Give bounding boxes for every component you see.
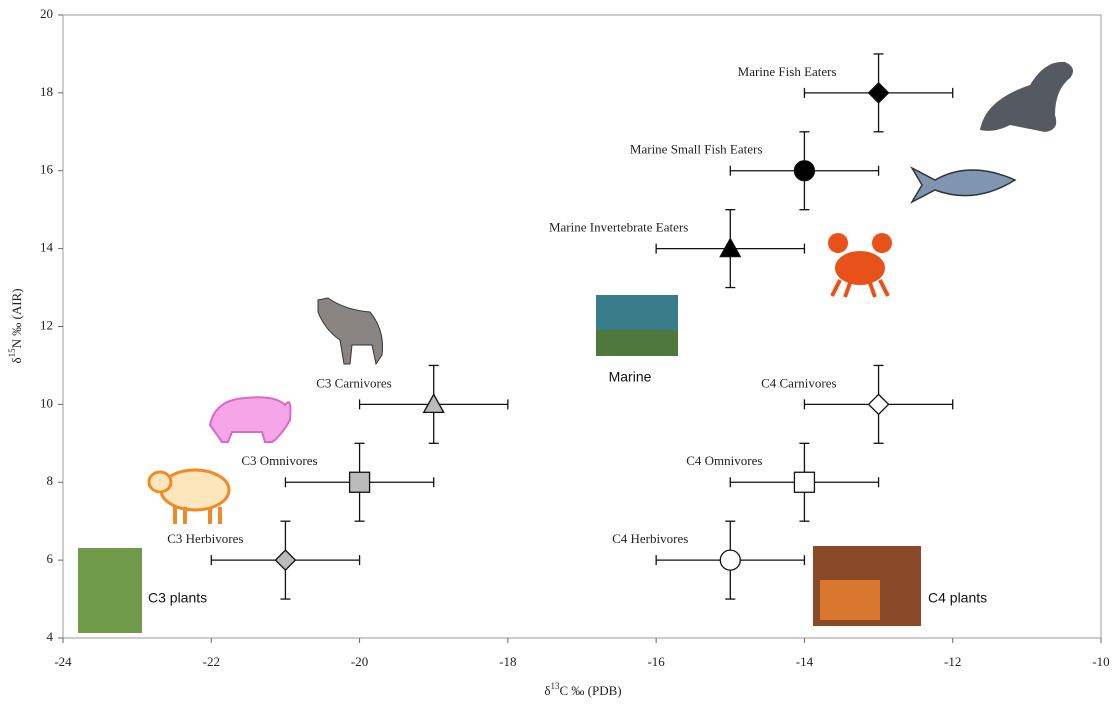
- y-tick-label: 18: [40, 84, 53, 99]
- x-tick-label: -10: [1092, 654, 1109, 669]
- y-tick-label: 10: [40, 395, 53, 410]
- marine-image-seagrass: [596, 330, 678, 356]
- marker: [794, 161, 814, 181]
- point-label: C3 Carnivores: [316, 375, 391, 390]
- marker: [869, 83, 889, 103]
- x-tick-label: -18: [499, 654, 516, 669]
- image-caption: Marine: [609, 369, 652, 385]
- seal-icon: [980, 62, 1073, 132]
- point-label: C4 Omnivores: [686, 453, 762, 468]
- image-caption: C4 plants: [928, 590, 987, 606]
- marker: [794, 472, 814, 492]
- x-axis-label: δ13C ‰ (PDB): [544, 681, 621, 698]
- chart: δ13C ‰ (PDB) δ15N ‰ (AIR) -24 -22 -20 -18 -1…: [0, 0, 1114, 709]
- point-label: Marine Fish Eaters: [738, 64, 837, 79]
- x-tick-label: -16: [647, 654, 665, 669]
- y-tick-label: 20: [40, 6, 53, 21]
- sheep-icon: [149, 470, 229, 524]
- y-tick-label: 14: [40, 240, 54, 255]
- x-tick-label: -14: [796, 654, 814, 669]
- point-label: C4 Herbivores: [612, 531, 688, 546]
- c3-plants-image: [78, 548, 142, 633]
- fish-icon: [912, 168, 1015, 202]
- point-label: C4 Carnivores: [761, 375, 836, 390]
- point-label: Marine Small Fish Eaters: [630, 142, 763, 157]
- x-tick-label: -12: [944, 654, 961, 669]
- y-tick-label: 6: [47, 551, 54, 566]
- point-label: C3 Herbivores: [167, 531, 243, 546]
- x-tick-label: -22: [203, 654, 220, 669]
- marker: [869, 394, 889, 414]
- x-tick-label: -20: [351, 654, 368, 669]
- wolf-icon: [318, 298, 383, 364]
- marker: [720, 239, 740, 257]
- c4-plants-image-detail: [820, 580, 880, 620]
- x-label-part: C ‰ (PDB): [560, 683, 622, 698]
- y-tick-label: 16: [40, 162, 54, 177]
- x-tick-label: -24: [54, 654, 72, 669]
- marker: [424, 394, 444, 412]
- y-tick-label: 4: [47, 629, 54, 644]
- marker: [275, 550, 295, 570]
- y-label-part: N ‰ (AIR): [9, 288, 24, 348]
- y-tick-label: 12: [40, 317, 53, 332]
- image-caption: C3 plants: [148, 590, 207, 606]
- point-label: Marine Invertebrate Eaters: [549, 220, 688, 235]
- marker: [720, 550, 740, 570]
- y-axis-label: δ15N ‰ (AIR): [7, 288, 24, 363]
- crab-icon: [828, 233, 892, 297]
- marker: [350, 472, 370, 492]
- pig-icon: [210, 397, 290, 442]
- y-tick-label: 8: [47, 473, 54, 488]
- point-label: C3 Omnivores: [241, 453, 317, 468]
